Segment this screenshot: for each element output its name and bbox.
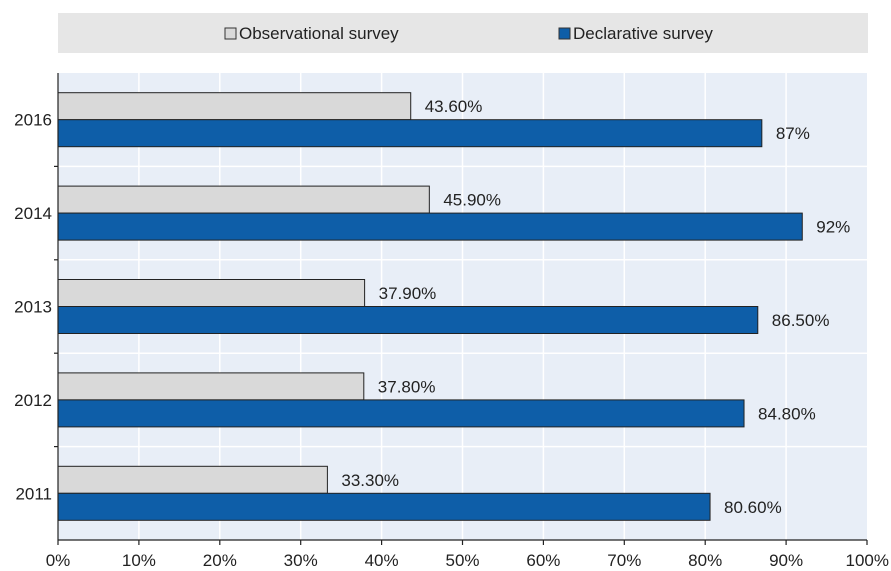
bar-observational [57,92,412,121]
plot-area: 2016 43.60% 87% 2014 45.90% 92% 2013 37.90% 86.5… [14,73,889,570]
data-label-observational: 37.80% [378,377,436,396]
legend-label-observational: Observational survey [239,24,399,43]
data-label-declarative: 86.50% [772,311,830,330]
category-label: 2013 [14,298,52,317]
category-label: 2012 [14,391,52,410]
data-label-declarative: 92% [816,218,850,237]
x-tick-label: 90% [769,551,803,570]
data-label-observational: 33.30% [341,471,399,490]
legend: Observational survey Declarative survey [58,13,868,53]
category-label: 2011 [15,484,52,503]
legend-swatch-observational [224,27,237,40]
data-label-declarative: 80.60% [724,498,782,517]
bar-declarative [57,212,803,241]
data-label-observational: 45.90% [443,191,501,210]
x-tick-label: 0% [46,551,71,570]
category-label: 2014 [14,204,52,223]
x-tick-label: 80% [688,551,722,570]
category-label: 2016 [14,111,52,130]
legend-label-declarative: Declarative survey [573,24,713,43]
data-label-declarative: 84.80% [758,404,816,423]
x-tick-label: 50% [445,551,479,570]
x-tick-label: 10% [122,551,156,570]
bar-observational [57,372,365,401]
bar-declarative [57,492,711,521]
legend-background [58,13,868,53]
data-label-observational: 37.90% [379,284,437,303]
x-tick-label: 100% [846,551,889,570]
data-label-observational: 43.60% [425,97,483,116]
x-tick-label: 20% [203,551,237,570]
bar-observational [57,279,366,307]
x-tick-label: 30% [284,551,318,570]
x-tick-label: 60% [526,551,560,570]
bar-declarative [57,119,763,148]
x-tick-label: 40% [365,551,399,570]
data-label-declarative: 87% [776,124,810,143]
bar-observational [57,185,430,214]
legend-swatch-declarative [558,27,571,40]
bar-observational [57,465,328,494]
bar-declarative [57,399,745,428]
bar-declarative [57,306,759,334]
x-tick-label: 70% [607,551,641,570]
